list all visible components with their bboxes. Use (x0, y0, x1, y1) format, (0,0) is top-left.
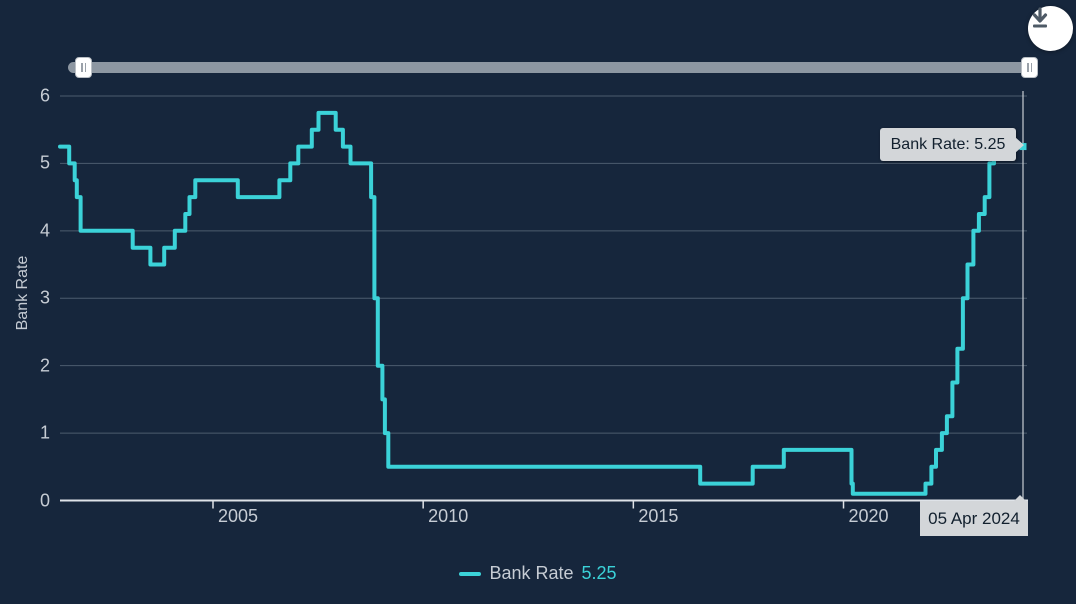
y-tick-label-0: 0 (39, 490, 50, 510)
legend-series-value: 5.25 (581, 563, 617, 583)
crosshair-date-label: 05 Apr 2024 (920, 501, 1028, 536)
download-chart-button[interactable] (1028, 6, 1073, 51)
x-tick-label-2005: 2005 (218, 506, 259, 526)
tooltip-arrow (1015, 137, 1024, 153)
x-tick-label-2010: 2010 (428, 506, 469, 526)
legend-line-swatch (459, 571, 482, 576)
y-tick-label-4: 4 (39, 220, 50, 241)
y-tick-label-6: 6 (39, 85, 50, 106)
y-tick-label-3: 3 (39, 287, 50, 308)
legend-series-label: Bank Rate (489, 563, 574, 583)
range-slider-handle-right[interactable] (1021, 57, 1038, 78)
y-tick-label-2: 2 (39, 355, 50, 376)
tooltip: Bank Rate: 5.25 (880, 128, 1016, 161)
crosshair-date-notch (1013, 495, 1027, 502)
range-slider-track[interactable] (68, 57, 1038, 78)
download-icon (1032, 7, 1048, 28)
y-tick-label-1: 1 (39, 422, 50, 443)
bank-rate-series-line (58, 110, 1025, 496)
x-tick-label-2015: 2015 (638, 506, 679, 526)
range-slider-handle-left[interactable] (75, 57, 92, 78)
legend-item-bank-rate[interactable]: Bank Rate 5.25 (0, 563, 1076, 584)
y-tick-label-5: 5 (39, 152, 50, 173)
x-tick-label-2020: 2020 (848, 506, 889, 526)
